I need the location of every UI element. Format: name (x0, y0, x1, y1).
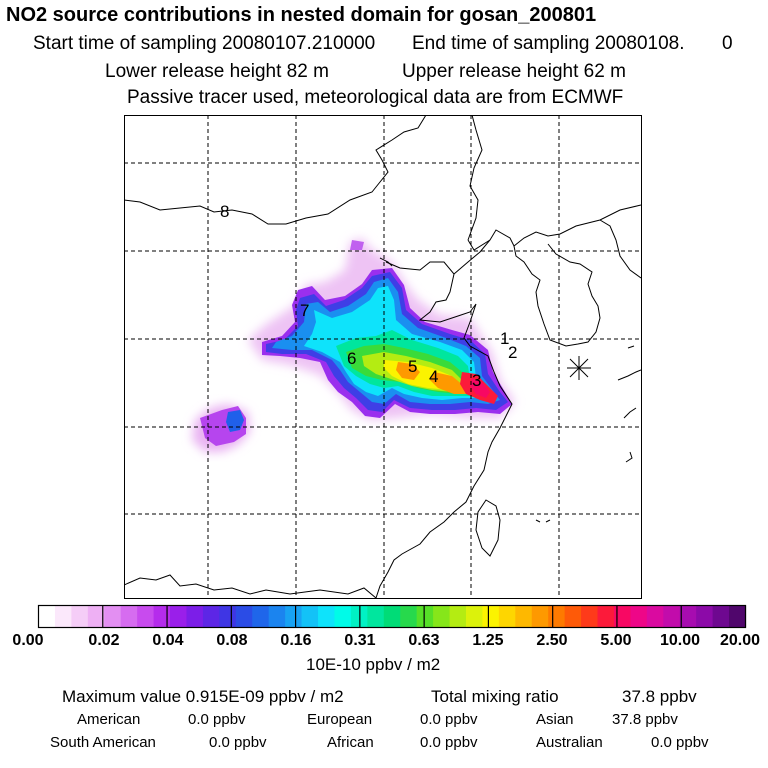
colorbar-swatch (498, 605, 516, 628)
total-mixing-ratio-label: Total mixing ratio (431, 687, 559, 706)
colorbar-tick-label: 0.63 (408, 632, 440, 649)
source-labels: 1 2 3 4 5 6 7 8 (220, 202, 517, 390)
australian-label: Australian (536, 734, 603, 751)
african-label: African (327, 734, 374, 751)
end-time-value: 0 (722, 33, 733, 54)
american-value: 0.0 ppbv (188, 711, 246, 728)
colorbar-swatch (548, 605, 566, 628)
map-panel: 1 2 3 4 5 6 7 8 (124, 115, 641, 598)
source-label: 6 (347, 349, 356, 368)
colorbar-swatch (581, 605, 599, 628)
colorbar-swatch (564, 605, 582, 628)
european-value: 0.0 ppbv (420, 711, 478, 728)
american-label: American (77, 711, 141, 728)
colorbar-swatch (137, 605, 155, 628)
colorbar-swatch (120, 605, 138, 628)
colorbar-swatch (597, 605, 615, 628)
colorbar-swatch (646, 605, 664, 628)
colorbar-swatch (318, 605, 336, 628)
colorbar-swatch (515, 605, 533, 628)
colorbar-tick-label: 2.50 (536, 632, 568, 649)
colorbar-tick-label: 1.25 (472, 632, 504, 649)
colorbar-swatch (696, 605, 714, 628)
source-label: 3 (472, 371, 481, 390)
end-time-label: End time of sampling 20080108. (412, 33, 685, 54)
maximum-value-label: Maximum value 0.915E-09 ppbv / m2 (62, 687, 344, 706)
european-label: European (307, 711, 373, 728)
african-value: 0.0 ppbv (420, 734, 478, 751)
receptor-star-icon (567, 356, 591, 380)
colorbar-swatch (186, 605, 204, 628)
coastlines (124, 115, 641, 598)
asian-label: Asian (536, 711, 574, 728)
colorbar-swatch (334, 605, 352, 628)
source-label: 2 (508, 343, 517, 362)
colorbar-tick-label: 0.16 (280, 632, 312, 649)
colorbar-frame (37, 604, 747, 629)
colorbar-tick-label: 0.04 (152, 632, 184, 649)
colorbar-swatch (729, 605, 747, 628)
colorbar-swatch (54, 605, 72, 628)
colorbar-ticks (102, 605, 682, 628)
colorbar-swatch (613, 605, 632, 628)
south-american-value: 0.0 ppbv (209, 734, 267, 751)
map-frame (124, 115, 642, 599)
tracer-note: Passive tracer used, meteorological data… (127, 87, 624, 108)
lower-release-height: Lower release height 82 m (105, 61, 329, 82)
australian-value: 0.0 ppbv (651, 734, 709, 751)
source-label: 4 (429, 367, 438, 386)
colorbar-swatch (663, 605, 681, 628)
page-title: NO2 source contributions in nested domai… (6, 4, 597, 26)
colorbar-tick-label: 5.00 (600, 632, 632, 649)
colorbar-swatch (630, 605, 648, 628)
colorbar-swatch (268, 605, 286, 628)
colorbar-swatch (465, 605, 484, 628)
colorbar-swatch (383, 605, 401, 628)
colorbar-swatch (400, 605, 418, 628)
colorbar-swatch (433, 605, 451, 628)
colorbar-tick-label: 0.08 (216, 632, 248, 649)
colorbar-swatch (235, 605, 253, 628)
source-label: 8 (220, 202, 229, 221)
colorbar-tick-label: 0.31 (344, 632, 376, 649)
colorbar-swatch (153, 605, 171, 628)
colorbar-unit-label: 10E-10 ppbv / m2 (306, 655, 441, 674)
colorbar-swatch (104, 605, 122, 628)
total-mixing-ratio-value: 37.8 ppbv (622, 687, 697, 706)
graticule (124, 115, 641, 598)
asian-value: 37.8 ppbv (612, 711, 678, 728)
concentration-plume (192, 238, 515, 452)
colorbar-swatch (87, 605, 105, 628)
colorbar-swatch (170, 605, 188, 628)
colorbar-swatch (449, 605, 467, 628)
colorbar-swatch (679, 605, 697, 628)
source-label: 1 (500, 329, 509, 348)
colorbar-tick-label: 0.02 (88, 632, 120, 649)
colorbar (38, 605, 747, 628)
colorbar-swatch (712, 605, 730, 628)
colorbar-swatch (301, 605, 319, 628)
colorbar-swatch (252, 605, 270, 628)
colorbar-tick-label: 20.00 (719, 632, 761, 649)
colorbar-swatch (367, 605, 385, 628)
colorbar-swatch (71, 605, 89, 628)
colorbar-tick-label: 10.00 (659, 632, 701, 649)
colorbar-swatch (285, 605, 303, 628)
colorbar-swatch (202, 605, 220, 628)
colorbar-swatch (482, 605, 500, 628)
colorbar-swatch (38, 605, 56, 628)
upper-release-height: Upper release height 62 m (402, 61, 626, 82)
south-american-label: South American (50, 734, 156, 751)
colorbar-swatch (531, 605, 549, 628)
colorbar-tick-label: 0.00 (12, 632, 44, 649)
colorbar-swatch (219, 605, 237, 628)
start-time-label: Start time of sampling 20080107.210000 (33, 33, 376, 54)
source-label: 5 (408, 357, 417, 376)
colorbar-swatch (416, 605, 434, 628)
source-label: 7 (300, 301, 309, 320)
